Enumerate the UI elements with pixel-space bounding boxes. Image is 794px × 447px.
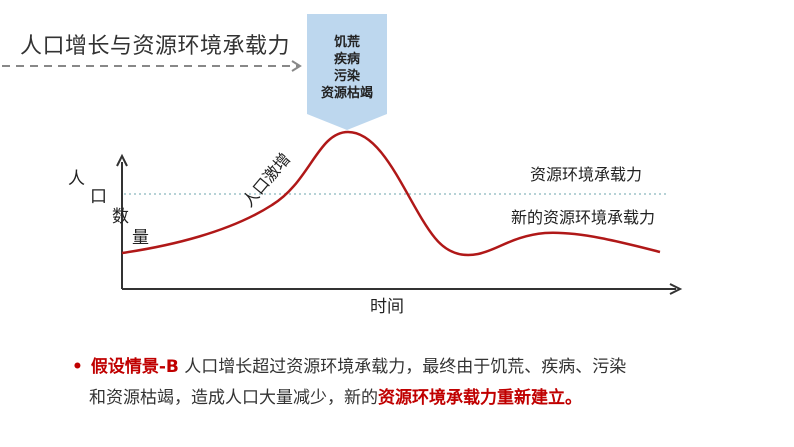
y-axis-arrow [116, 153, 128, 167]
callout-line-disease: 疾病 [333, 52, 360, 67]
bullet-icon: • [72, 357, 83, 377]
paragraph-line-2: 和资源枯竭，造成人口大量减少，新的资源环境承载力重新建立。 [72, 383, 762, 414]
callout-arrow [307, 114, 387, 130]
scenario-paragraph: • 假设情景-B 人口增长超过资源环境承载力，最终由于饥荒、疾病、污染 和资源枯竭… [72, 352, 762, 414]
paragraph-text-2: 和资源枯竭，造成人口大量减少，新的 [89, 388, 378, 408]
paragraph-text-1: 人口增长超过资源环境承载力，最终由于饥荒、疾病、污染 [178, 357, 627, 377]
callout-line-famine: 饥荒 [333, 35, 360, 50]
callout-line-pollution: 污染 [333, 69, 360, 84]
y-axis-label-char-2: 口 [90, 187, 107, 207]
callout-box [307, 14, 387, 114]
y-axis-label-char-4: 量 [132, 228, 149, 248]
scenario-label: 假设情景-B [90, 357, 179, 377]
slide-title: 人口增长与资源环境承载力 [20, 34, 291, 59]
title-arrow-head [291, 60, 302, 72]
callout-text: 饥荒 疾病 污染 资源枯竭 [307, 34, 387, 102]
y-axis-label-char-3: 数 [112, 207, 129, 227]
callout-line-depletion: 资源枯竭 [320, 86, 373, 101]
new-capacity-label: 新的资源环境承载力 [511, 208, 655, 227]
x-axis-label: 时间 [370, 297, 404, 317]
capacity-label: 资源环境承载力 [530, 165, 642, 184]
paragraph-line-1: • 假设情景-B 人口增长超过资源环境承载力，最终由于饥荒、疾病、污染 [72, 352, 762, 383]
x-axis-arrow [669, 283, 683, 295]
population-curve [121, 130, 661, 257]
curve-label: 人口激增 [239, 149, 295, 210]
paragraph-highlight: 资源环境承载力重新建立。 [378, 388, 582, 408]
y-axis-label-char-1: 人 [68, 169, 85, 189]
